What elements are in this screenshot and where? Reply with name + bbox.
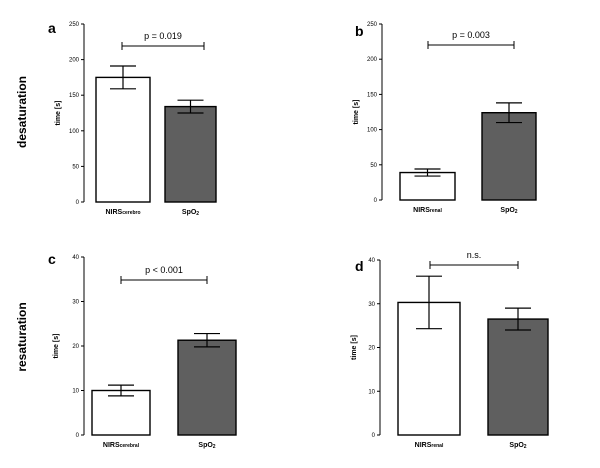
y-tick-label: 200 (367, 57, 378, 63)
y-tick-label: 200 (69, 58, 80, 64)
y-tick-label: 30 (72, 300, 79, 306)
panel-b: b time [s] 0 50 100 150 200 250 NIRSrenal SpO2 p =… (353, 22, 537, 215)
x-tick-label: SpO2 (509, 442, 526, 450)
panel-letter: c (48, 251, 56, 267)
bar (164, 105, 217, 203)
y-tick-label: 100 (367, 128, 378, 134)
panel-d: d time [s] 0 10 20 30 40 NIRSrenal SpO2 n.s. (351, 250, 549, 450)
bar (95, 76, 151, 203)
y-tick-label: 250 (367, 22, 378, 28)
row-label-resaturation: resaturation (15, 302, 29, 371)
panel-letter: d (355, 258, 364, 274)
x-tick-label: SpO2 (198, 442, 215, 450)
bar (399, 171, 456, 201)
y-tick-label: 150 (367, 92, 378, 98)
panel-letter: b (355, 23, 364, 39)
y-axis-label: time [s] (55, 101, 62, 126)
x-tick-label: NIRScerebral (103, 442, 140, 449)
y-tick-label: 0 (76, 200, 80, 206)
y-tick-label: 40 (368, 258, 375, 264)
x-tick-label: NIRSrenal (413, 207, 442, 214)
p-value-label: p < 0.001 (145, 265, 183, 275)
p-value-label: n.s. (467, 250, 482, 260)
y-tick-label: 0 (372, 433, 376, 439)
y-tick-label: 100 (69, 129, 80, 135)
x-tick-label: NIRScerebro (105, 209, 140, 216)
panel-a: a time [s] 0 50 100 150 200 250 NIRScerebro SpO2 p… (48, 20, 217, 217)
y-tick-label: 50 (370, 163, 377, 169)
y-tick-label: 250 (69, 22, 80, 28)
y-axis-label: time [s] (351, 335, 358, 360)
y-tick-label: 40 (72, 255, 79, 261)
y-tick-label: 30 (368, 302, 375, 308)
p-value-label: p = 0.019 (144, 31, 182, 41)
row-label-desaturation: desaturation (15, 76, 29, 148)
y-tick-label: 20 (72, 344, 79, 350)
bar (487, 318, 549, 436)
panel-letter: a (48, 20, 56, 36)
y-tick-label: 0 (76, 433, 80, 439)
y-tick-label: 0 (374, 198, 378, 204)
y-axis-label: time [s] (353, 100, 360, 125)
panel-c: c time [s] 0 10 20 30 40 NIRScerebral SpO2 p < 0.… (48, 251, 237, 450)
bar (177, 339, 237, 436)
x-tick-label: NIRSrenal (415, 442, 444, 449)
y-axis-label: time [s] (53, 334, 60, 359)
y-tick-label: 50 (72, 164, 79, 170)
bar (481, 112, 537, 201)
x-tick-label: SpO2 (182, 209, 199, 217)
y-tick-label: 150 (69, 93, 80, 99)
y-tick-label: 10 (72, 389, 79, 395)
bar (91, 389, 151, 436)
x-tick-label: SpO2 (500, 207, 517, 215)
y-tick-label: 10 (368, 389, 375, 395)
y-tick-label: 20 (368, 346, 375, 352)
p-value-label: p = 0.003 (452, 30, 490, 40)
